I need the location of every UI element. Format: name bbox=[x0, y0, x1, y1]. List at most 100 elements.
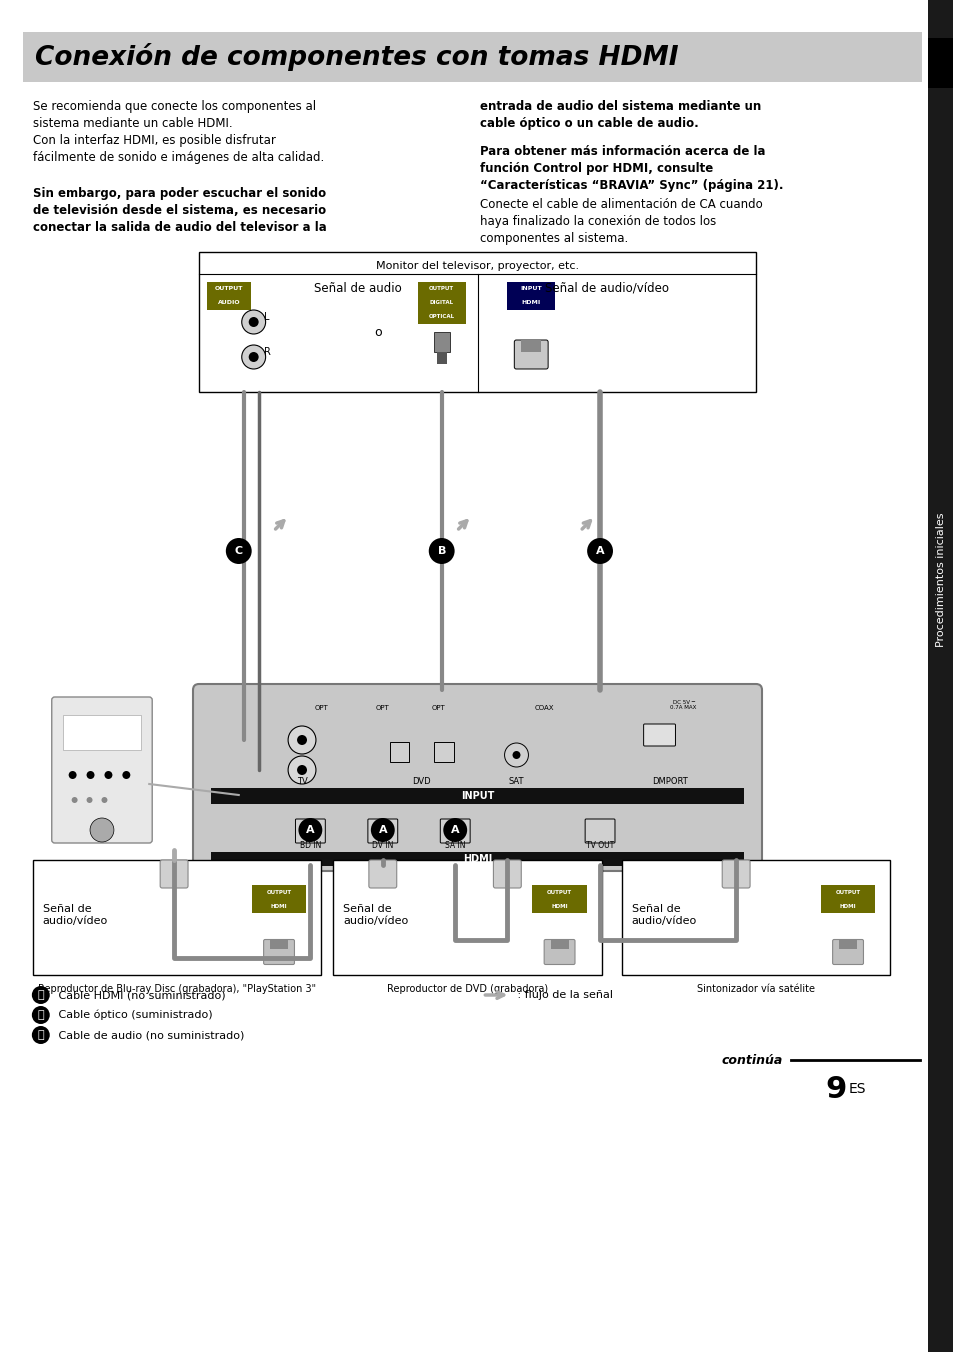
Text: SAT: SAT bbox=[508, 777, 524, 787]
Text: HDMI: HDMI bbox=[271, 903, 287, 909]
Bar bbox=[417, 283, 465, 296]
Text: INPUT: INPUT bbox=[460, 791, 494, 800]
Bar bbox=[436, 352, 446, 364]
Bar bbox=[820, 886, 875, 899]
Bar bbox=[820, 899, 875, 913]
Text: función Control por HDMI, consulte: función Control por HDMI, consulte bbox=[480, 162, 713, 174]
Bar bbox=[927, 0, 953, 1352]
Text: de televisión desde el sistema, es necesario: de televisión desde el sistema, es neces… bbox=[32, 204, 326, 218]
Text: continúa: continúa bbox=[720, 1053, 781, 1067]
Circle shape bbox=[31, 1006, 50, 1023]
Text: A: A bbox=[306, 825, 314, 836]
Circle shape bbox=[31, 1026, 50, 1044]
Text: componentes al sistema.: componentes al sistema. bbox=[480, 233, 628, 245]
Text: Señal de audio: Señal de audio bbox=[314, 281, 401, 295]
Text: OUTPUT: OUTPUT bbox=[429, 287, 454, 292]
Text: INPUT: INPUT bbox=[520, 287, 541, 292]
Text: Conecte el cable de alimentación de CA cuando: Conecte el cable de alimentación de CA c… bbox=[480, 197, 762, 211]
Circle shape bbox=[586, 538, 613, 564]
Text: OUTPUT: OUTPUT bbox=[546, 890, 572, 895]
Text: OPT: OPT bbox=[431, 704, 445, 711]
Text: DV IN: DV IN bbox=[372, 841, 393, 849]
Text: Cable HDMI (no suministrado): Cable HDMI (no suministrado) bbox=[54, 990, 225, 1000]
Text: Señal de
audio/vídeo: Señal de audio/vídeo bbox=[43, 904, 108, 926]
Text: haya finalizado la conexión de todos los: haya finalizado la conexión de todos los bbox=[480, 215, 716, 228]
Text: L: L bbox=[263, 312, 269, 322]
FancyBboxPatch shape bbox=[368, 819, 397, 844]
Circle shape bbox=[241, 345, 265, 369]
Text: ES: ES bbox=[847, 1082, 865, 1096]
Text: OPT: OPT bbox=[314, 704, 328, 711]
Text: Señal de
audio/vídeo: Señal de audio/vídeo bbox=[631, 904, 697, 926]
Text: Reproductor de Blu-ray Disc (grabadora), "PlayStation 3": Reproductor de Blu-ray Disc (grabadora),… bbox=[38, 984, 315, 994]
Bar bbox=[520, 339, 540, 352]
Text: TV OUT: TV OUT bbox=[585, 841, 614, 849]
Text: DC 5V ─
0.7A MAX: DC 5V ─ 0.7A MAX bbox=[670, 699, 696, 710]
Text: cable óptico o un cable de audio.: cable óptico o un cable de audio. bbox=[480, 118, 699, 130]
Circle shape bbox=[249, 316, 258, 327]
Circle shape bbox=[512, 750, 520, 758]
Bar bbox=[839, 940, 856, 949]
Text: Monitor del televisor, proyector, etc.: Monitor del televisor, proyector, etc. bbox=[375, 261, 578, 270]
Bar bbox=[252, 899, 306, 913]
Bar bbox=[270, 940, 288, 949]
Circle shape bbox=[288, 726, 315, 754]
FancyBboxPatch shape bbox=[369, 860, 396, 888]
FancyBboxPatch shape bbox=[643, 725, 675, 746]
Circle shape bbox=[241, 310, 265, 334]
Circle shape bbox=[288, 756, 315, 784]
Text: SA IN: SA IN bbox=[444, 841, 465, 849]
FancyBboxPatch shape bbox=[160, 860, 188, 888]
Text: B: B bbox=[437, 546, 445, 556]
Bar bbox=[211, 852, 743, 867]
Circle shape bbox=[298, 818, 322, 842]
Text: OPT: OPT bbox=[375, 704, 389, 711]
Bar bbox=[927, 38, 953, 88]
Circle shape bbox=[504, 744, 528, 767]
Bar bbox=[199, 251, 755, 392]
Bar bbox=[550, 940, 568, 949]
FancyBboxPatch shape bbox=[263, 940, 294, 964]
FancyBboxPatch shape bbox=[295, 819, 325, 844]
Text: AUDIO: AUDIO bbox=[217, 300, 240, 306]
Text: HDMI: HDMI bbox=[839, 903, 856, 909]
Text: “Características “BRAVIA” Sync” (página 21).: “Características “BRAVIA” Sync” (página … bbox=[480, 178, 783, 192]
Text: Procedimientos iniciales: Procedimientos iniciales bbox=[935, 512, 945, 648]
Text: Se recomienda que conecte los componentes al: Se recomienda que conecte los componente… bbox=[32, 100, 315, 114]
Text: fácilmente de sonido e imágenes de alta calidad.: fácilmente de sonido e imágenes de alta … bbox=[32, 151, 324, 164]
Text: : flujo de la señal: : flujo de la señal bbox=[514, 990, 613, 1000]
Bar bbox=[389, 742, 409, 763]
Bar bbox=[207, 296, 251, 310]
Circle shape bbox=[101, 796, 108, 803]
Text: DVD: DVD bbox=[412, 777, 431, 787]
Text: Señal de
audio/vídeo: Señal de audio/vídeo bbox=[343, 904, 408, 926]
Bar bbox=[532, 899, 586, 913]
Text: Sintonizador vía satélite: Sintonizador vía satélite bbox=[697, 984, 814, 994]
Circle shape bbox=[443, 818, 467, 842]
Circle shape bbox=[122, 771, 131, 779]
Text: Sin embargo, para poder escuchar el sonido: Sin embargo, para poder escuchar el soni… bbox=[32, 187, 326, 200]
Text: Para obtener más información acerca de la: Para obtener más información acerca de l… bbox=[480, 145, 765, 158]
Text: DIGITAL: DIGITAL bbox=[429, 300, 454, 306]
Text: Señal de audio/vídeo: Señal de audio/vídeo bbox=[544, 281, 668, 295]
Circle shape bbox=[87, 771, 94, 779]
FancyBboxPatch shape bbox=[721, 860, 749, 888]
Text: OUTPUT: OUTPUT bbox=[835, 890, 860, 895]
Circle shape bbox=[296, 735, 307, 745]
Bar bbox=[621, 860, 889, 975]
Text: A: A bbox=[378, 825, 387, 836]
Bar bbox=[63, 715, 141, 750]
Text: HDMI: HDMI bbox=[462, 854, 492, 864]
Bar bbox=[211, 788, 743, 804]
Bar bbox=[333, 860, 601, 975]
FancyBboxPatch shape bbox=[832, 940, 862, 964]
Text: Reproductor de DVD (grabadora): Reproductor de DVD (grabadora) bbox=[387, 984, 548, 994]
Circle shape bbox=[249, 352, 258, 362]
Circle shape bbox=[371, 818, 395, 842]
Text: Cable de audio (no suministrado): Cable de audio (no suministrado) bbox=[54, 1030, 244, 1040]
Bar bbox=[207, 283, 251, 296]
Text: A: A bbox=[451, 825, 459, 836]
Bar bbox=[417, 296, 465, 310]
Bar bbox=[252, 886, 306, 899]
FancyBboxPatch shape bbox=[543, 940, 575, 964]
